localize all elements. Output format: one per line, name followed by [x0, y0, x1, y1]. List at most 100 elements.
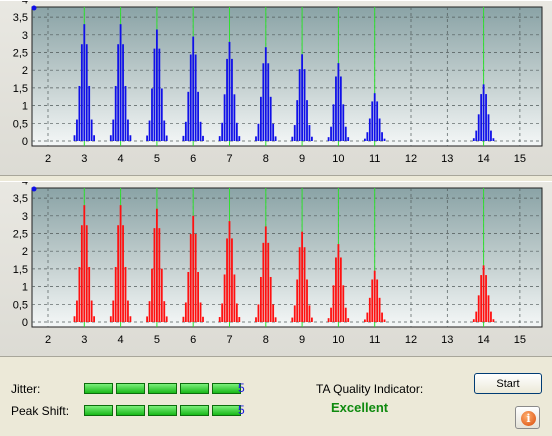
- histogram-bar: [335, 257, 337, 322]
- histogram-bar: [267, 63, 270, 141]
- histogram-bar: [235, 122, 238, 141]
- histogram-bar: [218, 317, 221, 322]
- peak-shift-segment: [180, 405, 209, 416]
- x-tick-label: 6: [190, 334, 196, 346]
- histogram-bar: [262, 63, 265, 141]
- histogram-bar: [202, 316, 204, 322]
- histogram-bar: [194, 54, 197, 141]
- histogram-bar: [221, 122, 224, 141]
- histogram-bar: [114, 266, 117, 322]
- histogram-bar: [151, 268, 153, 322]
- histogram-bar: [184, 302, 187, 322]
- jitter-meter: [84, 383, 241, 394]
- histogram-bar: [342, 104, 345, 141]
- histogram-bar: [485, 94, 487, 141]
- histogram-bar: [293, 125, 296, 141]
- y-tick-label: 3: [22, 30, 28, 42]
- histogram-bar: [308, 305, 311, 322]
- histogram-bar: [78, 85, 81, 141]
- histogram-bar: [119, 24, 122, 141]
- histogram-bar: [184, 121, 187, 141]
- histogram-bar: [296, 100, 299, 141]
- histogram-bar: [231, 58, 233, 141]
- histogram-bar: [114, 85, 117, 141]
- histogram-bar: [73, 316, 76, 322]
- histogram-bar: [122, 44, 124, 142]
- peak-shift-label: Peak Shift:: [11, 404, 70, 418]
- histogram-bar: [238, 317, 241, 322]
- histogram-bar: [257, 123, 260, 141]
- ta-chart-bottom-svg: 0 0,5 1 1,5 2 2,5 3 3,5 4 2 3 4 5 6 7 8 9 10 11 12 13 14 15: [13, 182, 543, 346]
- x-tick-label: 10: [332, 153, 344, 165]
- histogram-bar: [158, 48, 161, 141]
- jitter-segment: [212, 383, 241, 394]
- histogram-bar: [378, 118, 381, 141]
- x-tick-label: 12: [405, 334, 417, 346]
- x-tick-label: 2: [45, 153, 51, 165]
- histogram-bar: [218, 136, 221, 141]
- histogram-bar: [156, 208, 158, 322]
- x-tick-label: 8: [263, 334, 269, 346]
- histogram-bar: [381, 312, 383, 322]
- histogram-bar: [127, 300, 129, 322]
- histogram-bar: [255, 136, 257, 141]
- histogram-bar: [293, 305, 296, 322]
- y-tick-label: 3: [22, 211, 28, 223]
- start-button[interactable]: Start: [474, 373, 542, 394]
- histogram-bar: [482, 84, 485, 141]
- plot-area: [31, 6, 543, 147]
- histogram-bar: [344, 126, 347, 141]
- histogram-bar: [376, 101, 379, 141]
- histogram-bar: [347, 318, 350, 322]
- x-tick-label: 15: [514, 334, 526, 346]
- x-tick-label: 13: [441, 334, 453, 346]
- x-tick-label: 3: [81, 334, 87, 346]
- histogram-bar: [264, 47, 267, 141]
- x-tick-label: 6: [190, 153, 196, 165]
- histogram-bar: [226, 238, 228, 322]
- histogram-bar: [255, 317, 257, 322]
- peak-shift-value: 5: [238, 403, 245, 417]
- histogram-bar: [160, 268, 163, 322]
- y-tick-label: 1: [22, 101, 28, 113]
- histogram-bar: [475, 311, 478, 322]
- histogram-bar: [127, 119, 129, 141]
- histogram-bar: [221, 303, 224, 322]
- histogram-bar: [383, 138, 386, 141]
- info-button[interactable]: i: [515, 406, 540, 429]
- histogram-bar: [85, 225, 88, 322]
- ta-chart-top: 0 0,5 1 1,5 2 2,5 3 3,5 4 2 3 4 5 6 7 8 9 10 11 12 13 14 15: [0, 0, 552, 176]
- y-tick-label: 0: [22, 317, 28, 329]
- origin-marker: [31, 5, 37, 11]
- histogram-bar: [485, 275, 487, 322]
- histogram-bar: [366, 312, 369, 322]
- histogram-bar: [339, 257, 342, 322]
- y-tick-label: 1: [22, 282, 28, 294]
- histogram-bar: [228, 221, 231, 322]
- ta-chart-bottom: 0 0,5 1 1,5 2 2,5 3 3,5 4 2 3 4 5 6 7 8 9 10 11 12 13 14 15: [0, 181, 552, 357]
- histogram-bar: [274, 317, 277, 322]
- x-tick-label: 5: [154, 334, 160, 346]
- histogram-bar: [80, 225, 83, 322]
- histogram-bar: [332, 285, 335, 322]
- x-tick-label: 5: [154, 153, 160, 165]
- x-tick-label: 11: [369, 153, 380, 165]
- histogram-bar: [381, 132, 383, 141]
- histogram-bar: [373, 270, 376, 322]
- histogram-bar: [262, 242, 265, 322]
- y-tick-label: 3,5: [13, 12, 28, 24]
- histogram-bar: [327, 318, 330, 322]
- histogram-bar: [330, 126, 332, 141]
- histogram-bar: [90, 119, 93, 141]
- histogram-bar: [330, 307, 332, 322]
- histogram-bar: [197, 91, 199, 141]
- histogram-bar: [158, 228, 161, 322]
- histogram-bar: [124, 266, 127, 322]
- x-tick-label: 2: [45, 334, 51, 346]
- quality-summary: Jitter: 5 Peak Shift: 5 TA Quality Indic…: [0, 362, 552, 436]
- histogram-bar: [238, 136, 241, 141]
- histogram-bar: [378, 297, 381, 322]
- histogram-bar: [83, 205, 86, 322]
- histogram-bar: [112, 119, 115, 141]
- y-tick-label: 3,5: [13, 193, 28, 205]
